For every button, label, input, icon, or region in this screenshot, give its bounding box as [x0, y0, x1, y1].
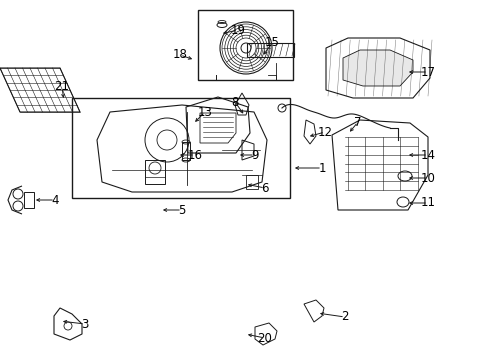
- Bar: [72, 98, 289, 198]
- Polygon shape: [342, 50, 412, 86]
- Bar: [145, 160, 164, 184]
- Text: 7: 7: [353, 116, 361, 129]
- Text: 1: 1: [318, 162, 325, 175]
- Text: 13: 13: [197, 105, 212, 118]
- Text: 17: 17: [420, 66, 435, 78]
- Text: 5: 5: [178, 203, 185, 216]
- Text: 10: 10: [420, 171, 434, 184]
- Text: 19: 19: [230, 23, 245, 36]
- Text: 20: 20: [257, 332, 272, 345]
- Text: 15: 15: [264, 36, 279, 49]
- Text: 16: 16: [187, 149, 202, 162]
- Text: 6: 6: [261, 181, 268, 194]
- Bar: [182, 142, 190, 160]
- Bar: [24, 192, 34, 208]
- Text: 12: 12: [317, 126, 332, 139]
- Ellipse shape: [220, 22, 271, 74]
- Text: 3: 3: [81, 318, 88, 330]
- Text: 11: 11: [420, 197, 435, 210]
- Text: 18: 18: [172, 49, 187, 62]
- Text: 8: 8: [231, 95, 238, 108]
- Ellipse shape: [241, 43, 250, 53]
- Text: 2: 2: [341, 310, 348, 324]
- Text: 21: 21: [54, 81, 69, 94]
- Bar: [198, 10, 292, 80]
- Text: 14: 14: [420, 149, 435, 162]
- Text: 9: 9: [251, 149, 258, 162]
- Text: 4: 4: [51, 194, 59, 207]
